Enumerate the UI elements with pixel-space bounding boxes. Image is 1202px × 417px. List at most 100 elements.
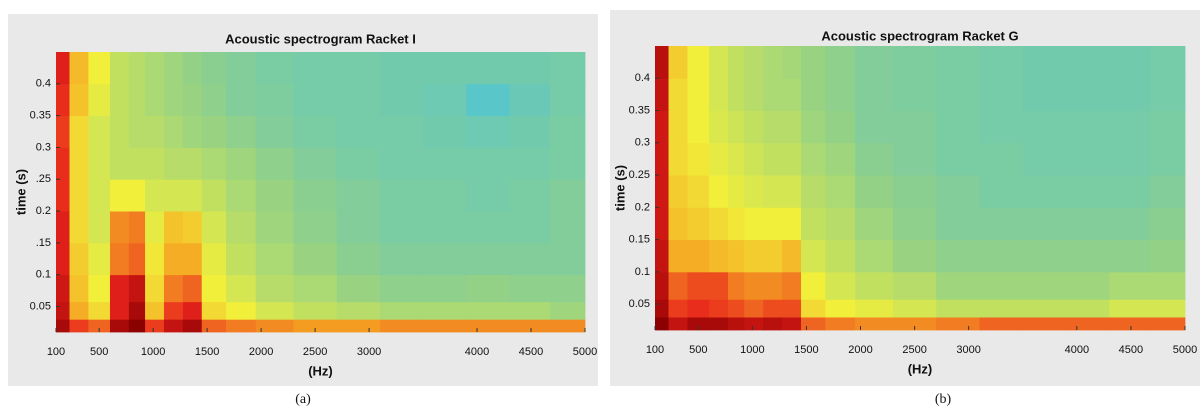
- heat-cell: [1066, 46, 1110, 79]
- heat-cell: [801, 317, 826, 331]
- heat-cell: [56, 242, 70, 276]
- heat-cell: [549, 274, 586, 303]
- heat-cell: [668, 299, 688, 318]
- heat-cell: [423, 274, 467, 303]
- heat-cell: [1109, 299, 1151, 318]
- x-tick-label: 100: [47, 346, 65, 358]
- heat-cell: [226, 115, 257, 148]
- heat-cell: [687, 46, 710, 79]
- heat-cell: [255, 301, 294, 320]
- heat-cell: [825, 175, 856, 208]
- heat-cell: [655, 271, 669, 300]
- y-tick-label: 0.3: [36, 141, 51, 153]
- heat-cell: [201, 301, 227, 320]
- heat-cell: [892, 175, 937, 208]
- heat-cell: [336, 83, 381, 117]
- heat-cell: [936, 207, 980, 241]
- heat-cell: [423, 242, 467, 276]
- heat-cell: [1149, 299, 1186, 318]
- heat-cell: [379, 274, 424, 303]
- heat-cell: [728, 271, 745, 300]
- heat-cell: [549, 147, 586, 180]
- heat-cell: [466, 301, 510, 320]
- heat-cell: [1109, 271, 1151, 300]
- heat-cell: [655, 239, 669, 273]
- heat-cell: [423, 52, 467, 85]
- heat-cell: [825, 46, 856, 79]
- heat-cell: [936, 271, 980, 300]
- heat-cell: [936, 239, 980, 273]
- y-tick-label: 0.05: [30, 300, 51, 312]
- heat-cell: [163, 83, 184, 117]
- heat-cell: [88, 211, 111, 244]
- x-tick-label: 3000: [357, 346, 381, 358]
- heat-cell: [379, 52, 424, 85]
- heat-cell: [782, 239, 802, 273]
- heat-cell: [69, 52, 89, 85]
- heat-cell: [709, 175, 729, 208]
- heat-cell: [255, 179, 294, 212]
- x-tick-label: 1000: [141, 346, 165, 358]
- heat-cell: [709, 110, 729, 144]
- heat-cell: [549, 52, 586, 85]
- heat-cell: [163, 301, 184, 320]
- heat-cell: [979, 142, 1024, 176]
- heat-cell: [128, 301, 146, 320]
- x-tick-label: 1000: [740, 344, 764, 356]
- heat-cell: [293, 274, 338, 303]
- heat-cell: [687, 142, 710, 176]
- heat-cell: [655, 78, 669, 111]
- heat-cell: [744, 207, 764, 241]
- heat-cell: [201, 83, 227, 117]
- heat-cell: [128, 319, 146, 333]
- heat-cell: [549, 301, 586, 320]
- heat-cell: [936, 78, 980, 111]
- heat-cell: [109, 115, 130, 148]
- heat-cell: [1022, 110, 1067, 144]
- y-tick-label: 0.4: [36, 78, 51, 90]
- heat-cell: [509, 274, 551, 303]
- heat-cell: [1149, 78, 1186, 111]
- heat-cell: [855, 239, 894, 273]
- heat-cell: [226, 147, 257, 180]
- heat-cell: [88, 147, 111, 180]
- y-tick-label: 0.35: [30, 110, 51, 122]
- heat-cell: [763, 207, 783, 241]
- heat-cell: [145, 211, 165, 244]
- x-tick-label: 1500: [195, 346, 219, 358]
- heat-cell: [936, 175, 980, 208]
- heat-cell: [709, 78, 729, 111]
- heat-cell: [549, 211, 586, 244]
- heat-cell: [182, 83, 203, 117]
- x-tick-label: 5000: [573, 346, 597, 358]
- heat-cell: [201, 179, 227, 212]
- heat-cell: [466, 211, 510, 244]
- heat-cell: [201, 242, 227, 276]
- heat-cell: [782, 299, 802, 318]
- heat-cell: [226, 83, 257, 117]
- heat-cell: [509, 242, 551, 276]
- heat-cell: [892, 271, 937, 300]
- heat-cell: [56, 83, 70, 117]
- heat-cell: [509, 319, 551, 333]
- heat-cell: [782, 317, 802, 331]
- y-tick-label: 0.05: [629, 298, 650, 310]
- heat-cell: [163, 115, 184, 148]
- heat-cell: [709, 299, 729, 318]
- heat-cell: [801, 46, 826, 79]
- heat-cell: [109, 147, 130, 180]
- heat-cell: [744, 299, 764, 318]
- heat-cell: [163, 211, 184, 244]
- heat-cell: [1149, 207, 1186, 241]
- heat-cell: [509, 211, 551, 244]
- heat-cell: [549, 83, 586, 117]
- heat-cell: [728, 46, 745, 79]
- heat-cell: [293, 319, 338, 333]
- heat-cell: [655, 299, 669, 318]
- heat-cell: [88, 319, 111, 333]
- heat-cell: [379, 147, 424, 180]
- heat-cell: [744, 110, 764, 144]
- heat-cell: [509, 301, 551, 320]
- heat-cell: [979, 271, 1024, 300]
- heat-cell: [336, 115, 381, 148]
